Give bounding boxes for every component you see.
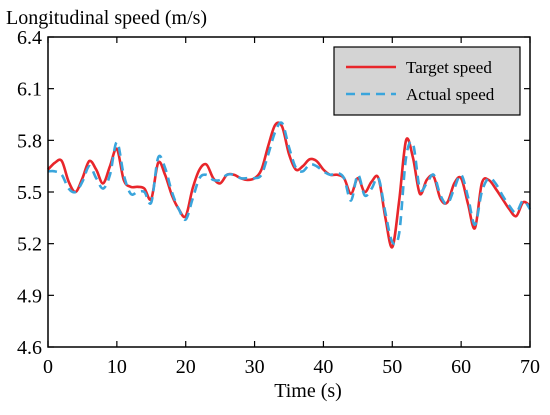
x-axis-label: Time (s) [274, 380, 342, 402]
x-tick-label: 70 [520, 356, 540, 378]
y-tick-label: 5.5 [17, 182, 42, 204]
legend-label: Target speed [406, 58, 492, 77]
y-tick-label: 4.6 [17, 337, 42, 359]
legend-label: Actual speed [406, 85, 495, 104]
series-line-actual-speed [47, 121, 532, 246]
y-tick-label: 5.8 [17, 130, 42, 152]
plot-frame [47, 36, 531, 348]
x-ticks: 0 10 20 30 40 50 60 70 [43, 37, 540, 378]
x-tick-label: 50 [382, 356, 402, 378]
y-tick-label: 5.2 [17, 234, 42, 256]
series-layer [47, 121, 532, 249]
x-tick-label: 10 [107, 356, 127, 378]
x-tick-label: 60 [451, 356, 471, 378]
series-line-target-speed [47, 121, 531, 249]
y-tick-label: 6.4 [17, 27, 42, 49]
y-tick-label: 4.9 [17, 285, 42, 307]
x-tick-label: 40 [313, 356, 333, 378]
x-tick-label: 0 [43, 356, 53, 378]
x-tick-label: 30 [245, 356, 265, 378]
y-axis-label: Longitudinal speed (m/s) [6, 7, 207, 29]
legend-box [333, 46, 521, 116]
y-tick-label: 6.1 [17, 79, 42, 101]
x-tick-label: 20 [176, 356, 196, 378]
legend: Target speed Actual speed [333, 46, 521, 116]
